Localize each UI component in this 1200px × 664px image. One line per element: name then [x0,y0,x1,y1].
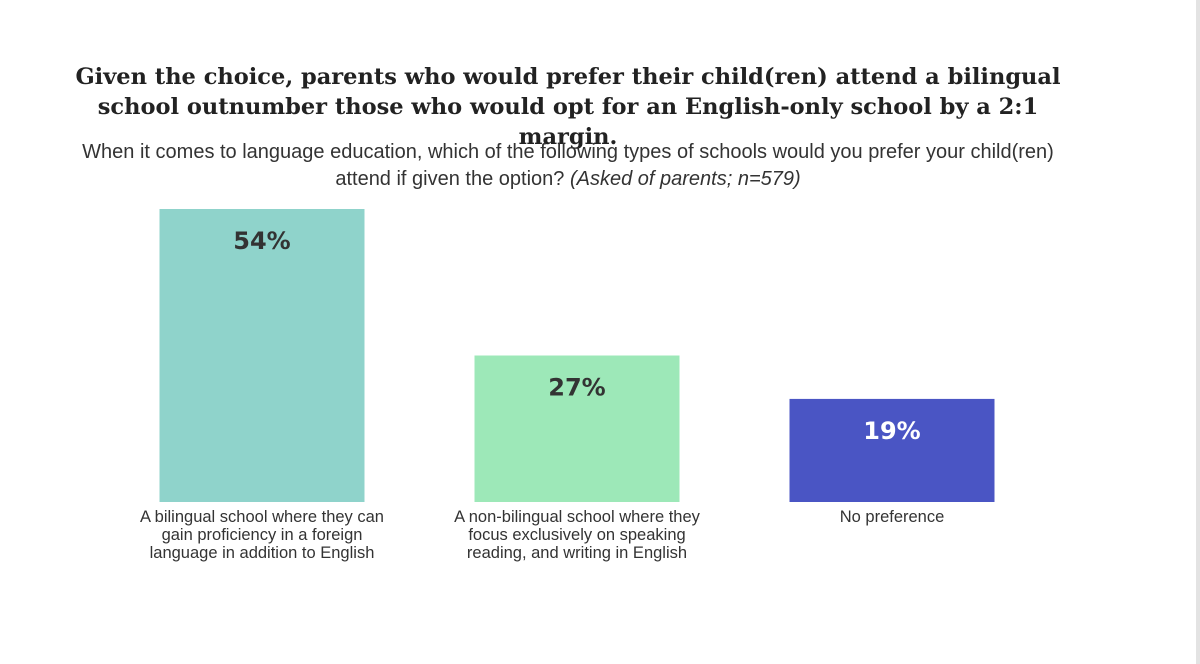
category-label-line: focus exclusively on speaking [468,526,685,544]
bar-value-label-3: 19% [863,417,920,445]
bar-group-2: 27% A non-bilingual school where they focu… [454,355,701,562]
bar-3 [789,398,995,502]
chart-subtitle: When it comes to language education, whi… [60,139,1076,193]
bar-group-1: 54% A bilingual school where they can gain… [140,209,384,562]
category-label-line: language in addition to English [150,544,375,562]
bar-value-label-2: 27% [548,374,605,402]
category-label-3: No preference [840,508,945,526]
chart-title: Given the choice, parents who would pref… [75,64,1061,150]
category-label-1: A bilingual school where they can gain pr… [140,508,384,562]
category-label-line: reading, and writing in English [467,544,687,562]
category-label-line: gain proficiency in a foreign [162,526,363,544]
bar-value-label-1: 54% [233,227,290,255]
subtitle-question: When it comes to language education, whi… [82,141,1054,190]
category-label-line: A bilingual school where they can [140,508,384,526]
bar-2 [474,355,680,502]
category-label-line: A non-bilingual school where they [454,508,701,526]
category-label-2: A non-bilingual school where they focus e… [454,508,701,562]
scrollbar-edge [1196,0,1200,664]
subtitle-note: (Asked of parents; n=579) [569,168,801,190]
bar-1 [159,209,365,502]
bar-group-3: 19% No preference [789,398,995,526]
category-label-line: No preference [840,508,945,526]
